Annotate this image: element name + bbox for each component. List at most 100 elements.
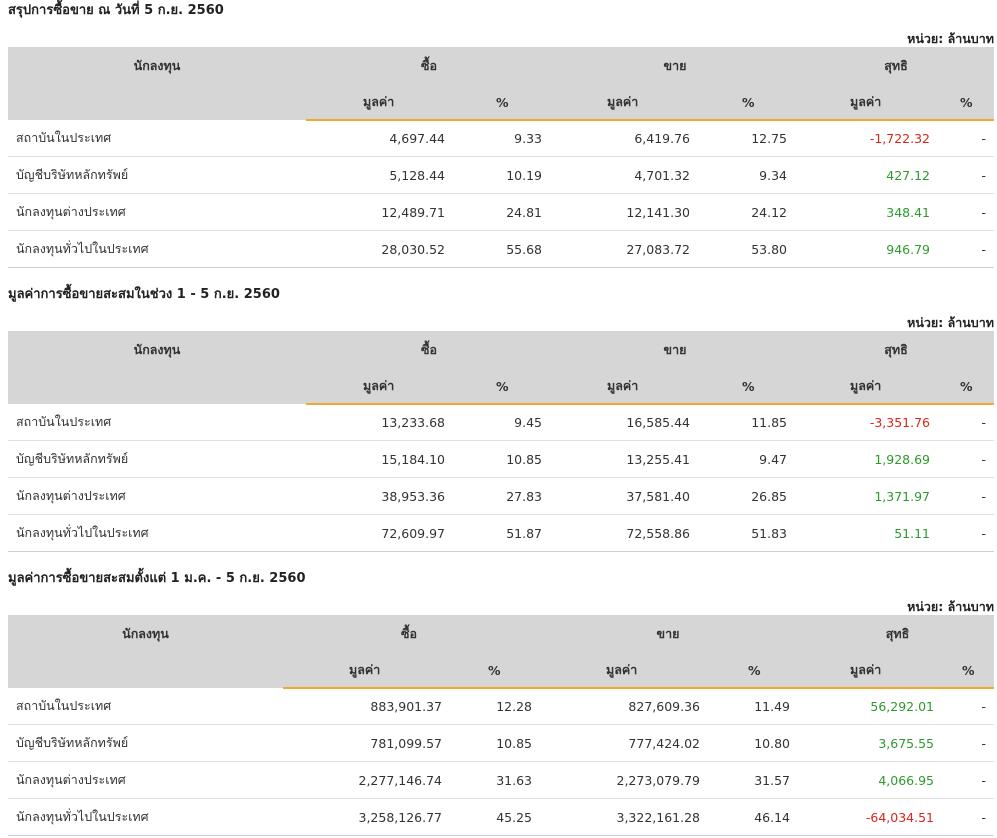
- section-title: มูลค่าการซื้อขายสะสมตั้งแต่ 1 ม.ค. - 5 ก…: [8, 571, 306, 586]
- sell-value: 37,581.40: [626, 488, 690, 504]
- header-row-top: นักลงทุน ซื้อ ขาย สุทธิ: [8, 331, 994, 368]
- header-buy-value: มูลค่า: [363, 94, 395, 109]
- net-value: 4,066.95: [878, 772, 934, 788]
- header-buy-percent: %: [496, 378, 509, 394]
- investor-name: บัญชีบริษัทหลักทรัพย์: [16, 451, 129, 466]
- sell-value: 12,141.30: [626, 204, 690, 220]
- table-row: นักลงทุนต่างประเทศ 38,953.36 27.83 37,581.4…: [8, 478, 994, 515]
- sell-percent: 26.85: [751, 488, 787, 504]
- header-buy-value: มูลค่า: [363, 378, 395, 393]
- section-title: สรุปการซื้อขาย ณ วันที่ 5 ก.ย. 2560: [8, 3, 224, 18]
- table-row: นักลงทุนทั่วไปในประเทศ 3,258,126.77 45.25 3…: [8, 799, 994, 836]
- header-buy: ซื้อ: [401, 625, 417, 641]
- buy-percent: 10.85: [496, 735, 532, 751]
- header-net: สุทธิ: [884, 57, 908, 73]
- sell-value: 72,558.86: [626, 525, 690, 541]
- buy-value: 883,901.37: [370, 698, 442, 714]
- sell-value: 27,083.72: [626, 241, 690, 257]
- header-row-top: นักลงทุน ซื้อ ขาย สุทธิ: [8, 47, 994, 84]
- net-value: 51.11: [894, 525, 930, 541]
- net-value: 3,675.55: [878, 735, 934, 751]
- header-sell-value: มูลค่า: [607, 378, 639, 393]
- buy-value: 15,184.10: [381, 451, 445, 467]
- unit-label: หน่วย: ล้านบาท: [907, 31, 994, 46]
- sell-value: 16,585.44: [626, 414, 690, 430]
- sell-percent: 12.75: [751, 130, 787, 146]
- buy-value: 28,030.52: [381, 241, 445, 257]
- sell-value: 6,419.76: [634, 130, 690, 146]
- sell-percent: 11.49: [754, 698, 790, 714]
- sell-percent: 51.83: [751, 525, 787, 541]
- trading-table: นักลงทุน ซื้อ ขาย สุทธิ มูลค่า % มูลค่า …: [8, 615, 994, 836]
- buy-value: 12,489.71: [381, 204, 445, 220]
- net-percent: -: [981, 698, 986, 714]
- investor-name: นักลงทุนทั่วไปในประเทศ: [16, 525, 149, 540]
- header-investor: นักลงทุน: [133, 57, 181, 73]
- header-net-percent: %: [962, 662, 975, 678]
- net-value: -3,351.76: [869, 414, 930, 430]
- sell-value: 777,424.02: [628, 735, 700, 751]
- sell-value: 2,273,079.79: [616, 772, 701, 788]
- header-buy-percent: %: [496, 94, 509, 110]
- net-value: 1,928.69: [874, 451, 930, 467]
- buy-percent: 51.87: [506, 525, 542, 541]
- header-buy-percent: %: [488, 662, 501, 678]
- sell-percent: 9.34: [759, 167, 787, 183]
- buy-value: 38,953.36: [381, 488, 445, 504]
- investor-name: นักลงทุนต่างประเทศ: [16, 488, 126, 503]
- net-percent: -: [981, 525, 986, 541]
- header-accent-line: [283, 687, 994, 689]
- header-row-sub: มูลค่า % มูลค่า % มูลค่า %: [8, 368, 994, 404]
- unit-label: หน่วย: ล้านบาท: [907, 315, 994, 330]
- investor-name: นักลงทุนต่างประเทศ: [16, 204, 126, 219]
- table-body: สถาบันในประเทศ 4,697.44 9.33 6,419.76 12.75 -…: [8, 120, 994, 268]
- header-net-percent: %: [960, 378, 973, 394]
- buy-percent: 27.83: [506, 488, 542, 504]
- sell-value: 3,322,161.28: [616, 809, 701, 825]
- header-net-percent: %: [960, 94, 973, 110]
- header-net: สุทธิ: [885, 625, 910, 641]
- net-percent: -: [981, 735, 986, 751]
- net-percent: -: [981, 488, 986, 504]
- investor-name: นักลงทุนต่างประเทศ: [16, 772, 126, 787]
- table-row: สถาบันในประเทศ 4,697.44 9.33 6,419.76 12.75 -…: [8, 120, 994, 157]
- buy-value: 13,233.68: [381, 414, 445, 430]
- sell-percent: 10.80: [754, 735, 790, 751]
- header-net-value: มูลค่า: [850, 662, 882, 677]
- buy-percent: 10.19: [506, 167, 542, 183]
- header-sell: ขาย: [663, 341, 687, 357]
- investor-name: สถาบันในประเทศ: [16, 698, 112, 713]
- sell-percent: 24.12: [751, 204, 787, 220]
- header-investor: นักลงทุน: [122, 625, 169, 641]
- net-percent: -: [981, 809, 986, 825]
- investor-name: บัญชีบริษัทหลักทรัพย์: [16, 167, 129, 182]
- unit-label: หน่วย: ล้านบาท: [907, 599, 994, 614]
- buy-percent: 12.28: [496, 698, 532, 714]
- table-row: นักลงทุนทั่วไปในประเทศ 72,609.97 51.87 72,5…: [8, 515, 994, 552]
- net-percent: -: [981, 241, 986, 257]
- header-buy: ซื้อ: [421, 341, 437, 357]
- buy-percent: 9.45: [514, 414, 542, 430]
- header-sell-value: มูลค่า: [607, 94, 639, 109]
- investor-name: สถาบันในประเทศ: [16, 414, 112, 429]
- header-sell-percent: %: [742, 94, 755, 110]
- header-sell: ขาย: [663, 57, 687, 73]
- sell-percent: 9.47: [759, 451, 787, 467]
- buy-percent: 10.85: [506, 451, 542, 467]
- table-row: นักลงทุนทั่วไปในประเทศ 28,030.52 55.68 27,0…: [8, 231, 994, 268]
- header-row-sub: มูลค่า % มูลค่า % มูลค่า %: [8, 652, 994, 688]
- buy-percent: 55.68: [506, 241, 542, 257]
- sell-percent: 46.14: [754, 809, 790, 825]
- investor-name: นักลงทุนทั่วไปในประเทศ: [16, 809, 149, 824]
- table-row: สถาบันในประเทศ 13,233.68 9.45 16,585.44 11.8…: [8, 404, 994, 441]
- header-buy-value: มูลค่า: [349, 662, 381, 677]
- net-percent: -: [981, 772, 986, 788]
- net-value: 1,371.97: [874, 488, 930, 504]
- table-body: สถาบันในประเทศ 13,233.68 9.45 16,585.44 11.8…: [8, 404, 994, 552]
- header-sell-percent: %: [742, 378, 755, 394]
- sell-value: 4,701.32: [634, 167, 690, 183]
- table-row: บัญชีบริษัทหลักทรัพย์ 15,184.10 10.85 13,25…: [8, 441, 994, 478]
- net-percent: -: [981, 204, 986, 220]
- buy-value: 5,128.44: [389, 167, 445, 183]
